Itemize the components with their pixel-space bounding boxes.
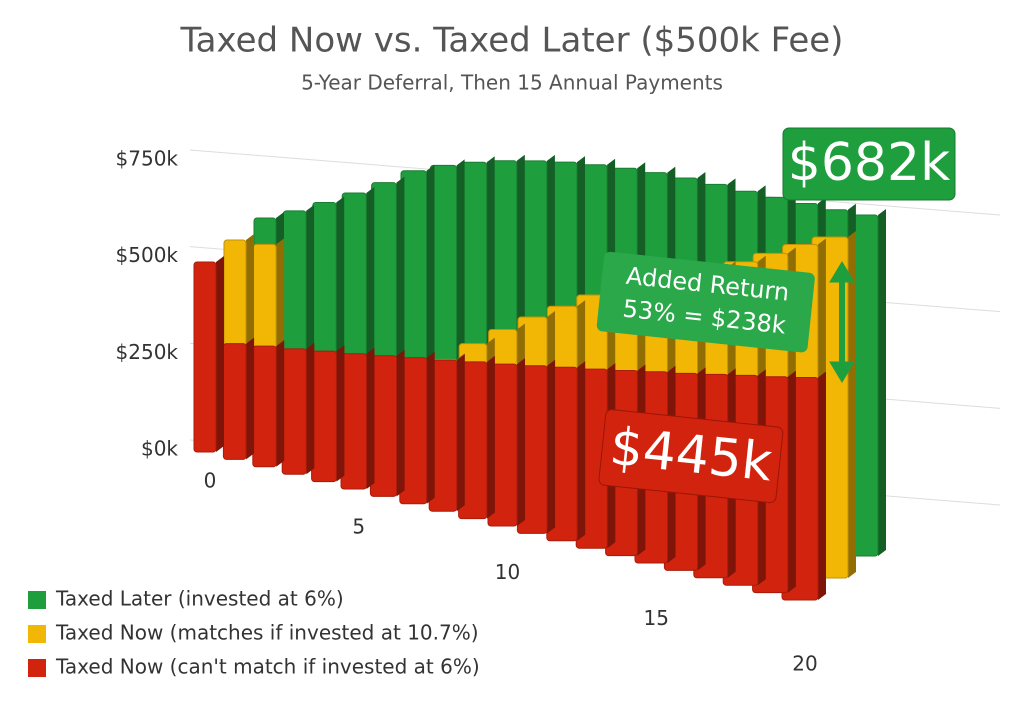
annotation-text: $682k: [788, 133, 950, 193]
arrow: [829, 261, 855, 383]
badge: [782, 127, 956, 201]
bar: [252, 345, 277, 468]
legend-label: Taxed Later (invested at 6%): [55, 587, 344, 611]
chart-subtitle: 5-Year Deferral, Then 15 Annual Payments: [301, 71, 723, 95]
bar-side: [276, 340, 285, 467]
legend-swatch: [28, 591, 46, 609]
bar-side: [577, 361, 586, 541]
x-tick-label: 5: [352, 514, 365, 538]
bar-side: [336, 345, 345, 482]
bar-side: [366, 347, 375, 489]
bar-side: [547, 359, 556, 534]
bar-side: [306, 342, 315, 475]
bar: [281, 348, 307, 475]
y-tick-label: $250k: [116, 340, 179, 364]
bar-side: [426, 351, 435, 504]
legend-label: Taxed Now (matches if invested at 10.7%): [55, 621, 479, 645]
bar-side: [517, 358, 525, 526]
y-tick-label: $750k: [116, 147, 179, 171]
badge: [598, 409, 784, 504]
x-tick-label: 10: [495, 560, 520, 584]
bar-side: [848, 231, 856, 578]
bar-side: [486, 355, 495, 519]
bar: [311, 350, 337, 483]
bar-side: [878, 209, 886, 556]
bar-side: [456, 354, 465, 512]
bar: [340, 353, 367, 490]
y-tick-label: $500k: [116, 243, 179, 267]
bar-side: [216, 256, 224, 452]
x-tick-label: 15: [644, 606, 669, 630]
y-tick-label: $0k: [141, 437, 178, 461]
legend-swatch: [28, 625, 46, 643]
bar-side: [246, 337, 255, 460]
badge: [596, 251, 815, 353]
legend: Taxed Later (invested at 6%) Taxed Now (m…: [28, 587, 480, 679]
annotation-added-return: Added Return 53% = $238k: [596, 251, 815, 353]
bar-side: [787, 370, 796, 593]
chart-title: Taxed Now vs. Taxed Later ($500k Fee): [180, 21, 844, 61]
annotation-445: $445k: [598, 409, 784, 504]
annotation-682: $682k: [782, 127, 956, 201]
bar-side: [396, 349, 405, 497]
legend-label: Taxed Now (can't match if invested at 6%…: [55, 655, 480, 679]
bar-side: [818, 371, 826, 600]
x-tick-label: 20: [792, 652, 817, 676]
legend-swatch: [28, 659, 46, 677]
bar: [193, 261, 217, 453]
bar: [222, 343, 247, 460]
x-tick-label: 0: [204, 469, 217, 493]
